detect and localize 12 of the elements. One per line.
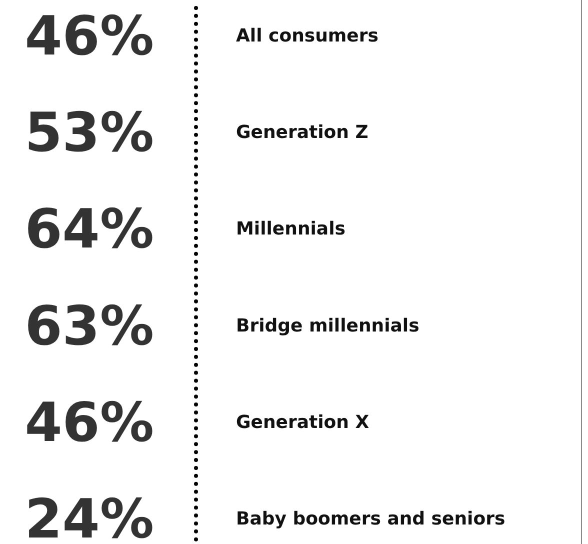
category-label: Millennials (236, 218, 346, 240)
data-label: 24% (24, 488, 154, 544)
data-label: 46% (24, 390, 154, 454)
data-label: 63% (24, 294, 154, 358)
data-label: 53% (24, 101, 154, 164)
category-label: Baby boomers and seniors (236, 508, 506, 530)
category-label: All consumers (236, 26, 378, 46)
category-label: Generation X (236, 412, 370, 433)
category-label: Bridge millennials (236, 315, 420, 336)
category-label: Generation Z (236, 122, 368, 144)
data-label: 64% (24, 198, 154, 261)
data-label: 46% (24, 4, 154, 68)
